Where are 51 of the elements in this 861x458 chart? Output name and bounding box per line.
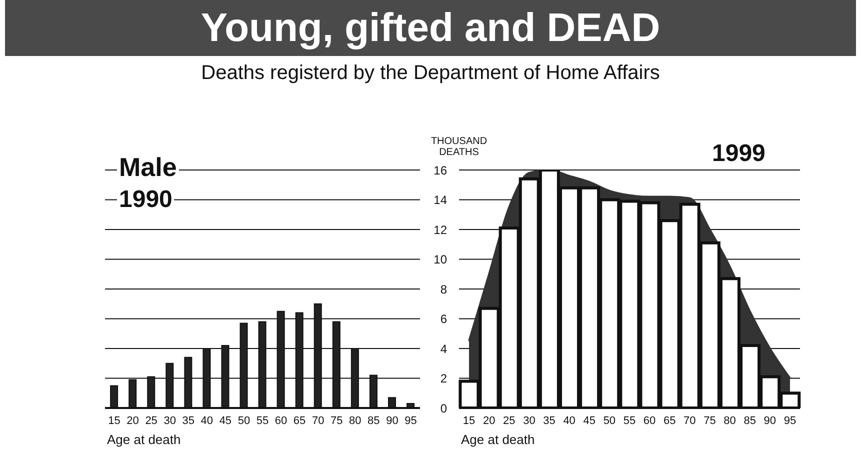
x-tick-label: 90 — [386, 414, 398, 427]
x-tick-label: 95 — [404, 414, 417, 427]
y-tick-label: 12 — [434, 222, 448, 237]
x-tick-label: 20 — [482, 414, 496, 427]
chart-title: Young, gifted and DEAD — [5, 0, 856, 56]
x-tick-label: 45 — [583, 414, 596, 427]
x-tick-label: 40 — [563, 414, 576, 427]
x-tick-label: 60 — [643, 414, 656, 427]
x-tick-label: 80 — [724, 414, 736, 427]
x-tick-label: 15 — [108, 414, 120, 427]
x-tick-label: 70 — [684, 414, 696, 427]
y-axis-title: THOUSAND DEATHS — [430, 136, 488, 158]
x-tick-label: 30 — [523, 414, 536, 427]
x-tick-label: 80 — [349, 414, 362, 427]
x-tick-label: 30 — [164, 414, 176, 427]
x-tick-label: 15 — [462, 414, 476, 427]
x-tick-label: 55 — [623, 414, 636, 427]
x-tick-label: 85 — [368, 414, 380, 427]
y-tick-label: 10 — [434, 252, 448, 267]
chart-subtitle: Deaths registerd by the Department of Home Affairs — [200, 62, 661, 85]
x-tick-label: 75 — [704, 414, 716, 427]
y-tick-label: 6 — [440, 312, 448, 326]
y-tick-label: 16 — [434, 163, 448, 178]
x-tick-label: 60 — [274, 414, 288, 427]
text: 1999 — [710, 140, 768, 168]
x-tick-label: 35 — [543, 414, 556, 427]
y-tick-label: 2 — [440, 372, 448, 386]
x-tick-label: 45 — [219, 414, 232, 427]
x-tick-label: 90 — [764, 414, 776, 427]
x-axis-title: Age at death — [107, 432, 181, 447]
annotation: Male — [117, 152, 179, 183]
x-tick-label: 95 — [784, 414, 796, 427]
x-tick-label: 70 — [312, 414, 324, 427]
x-axis-title: Age at death — [461, 432, 535, 447]
x-tick-label: 20 — [126, 414, 139, 427]
x-tick-label: 50 — [603, 414, 616, 427]
x-tick-label: 85 — [744, 414, 756, 427]
x-tick-label: 55 — [256, 414, 269, 427]
x-tick-label: 25 — [503, 414, 516, 427]
x-tick-label: 65 — [293, 414, 306, 427]
y-tick-label: 14 — [434, 193, 448, 208]
y-tick-label: 4 — [440, 342, 448, 356]
x-tick-label: 35 — [182, 414, 195, 427]
x-tick-label: 25 — [145, 414, 158, 427]
x-tick-label: 75 — [330, 414, 343, 427]
x-tick-label: 65 — [663, 414, 676, 427]
y-tick-label: 8 — [440, 282, 448, 296]
annotation: 1990 — [117, 186, 174, 214]
y-tick-label: 0 — [440, 401, 448, 416]
x-tick-label: 50 — [238, 414, 250, 427]
x-tick-label: 40 — [200, 414, 214, 427]
